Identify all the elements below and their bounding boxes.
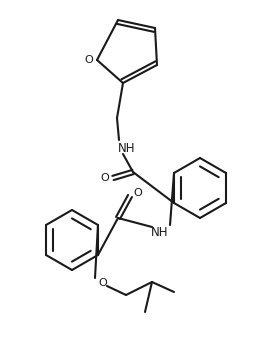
Text: O: O xyxy=(99,278,107,288)
Text: O: O xyxy=(101,173,109,183)
Text: NH: NH xyxy=(118,141,136,154)
Text: O: O xyxy=(85,55,93,65)
Text: NH: NH xyxy=(151,226,169,239)
Text: O: O xyxy=(134,188,142,198)
